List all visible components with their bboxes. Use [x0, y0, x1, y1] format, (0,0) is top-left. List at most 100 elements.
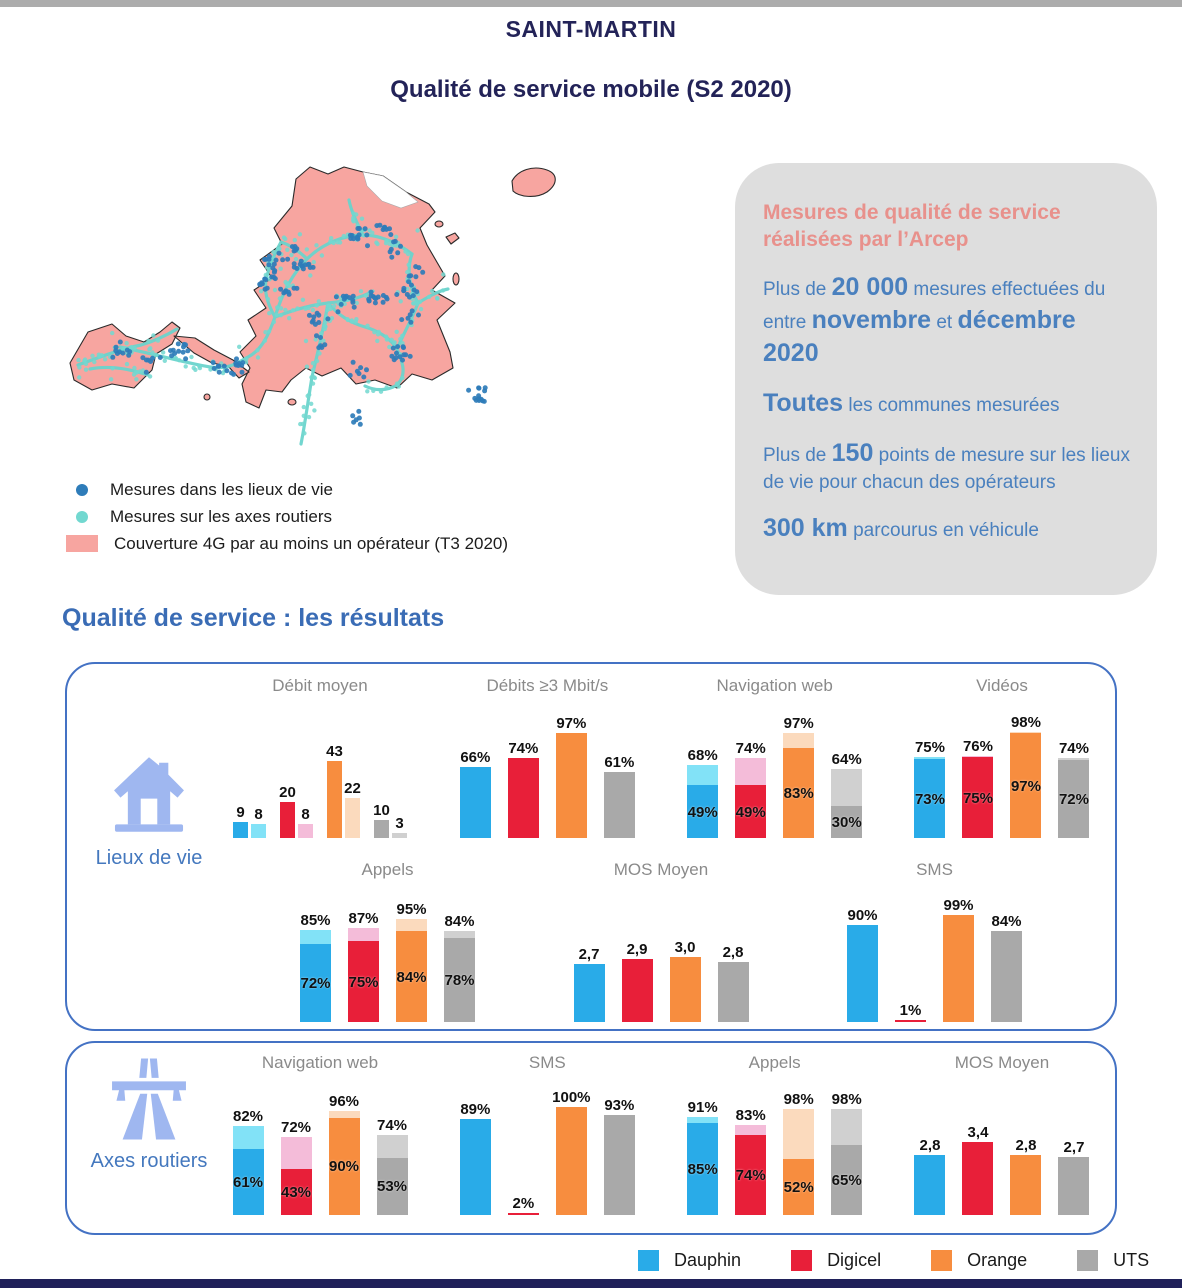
bar-value-label: 76%: [962, 737, 993, 755]
chart-plot: 85% 72% 87% 75% 95% 84% 84% 78%: [285, 882, 491, 1022]
bar-value-label: 3,4: [967, 1123, 989, 1141]
chart-title: SMS: [916, 860, 953, 879]
map-legend-label: Couverture 4G par au moins un opérateur …: [114, 533, 509, 553]
emphasis-text: Toutes: [763, 388, 844, 417]
bar-dauphin: 85% 72%: [300, 912, 331, 1022]
bar-uts: 2,8: [717, 944, 749, 1022]
chart-plot: 9 8 20 8 43 22 10 3: [217, 698, 423, 838]
bar-solid-segment: [396, 931, 427, 1022]
bar-value-label: 20: [279, 784, 296, 801]
bar-solid-segment: [735, 785, 767, 838]
bar-inner-label: 49%: [735, 803, 766, 821]
legend-item-orange: Orange: [931, 1250, 1027, 1271]
bar-dauphin: 2,8: [914, 1137, 946, 1215]
bar-value-label: 74%: [735, 740, 766, 758]
bar-value-label: 84%: [444, 913, 475, 931]
bar-inner-label: 85%: [687, 1161, 718, 1179]
emphasis-text: novembre: [811, 305, 932, 334]
legend-swatch-digicel: [791, 1250, 813, 1271]
lieux-measure-dots: [110, 222, 488, 427]
bar-uts: 74% 53%: [376, 1117, 408, 1215]
bar-value-label: 96%: [328, 1093, 360, 1111]
bar-dauphin-secondary: 8: [251, 806, 266, 838]
bar-solid-segment: [687, 1123, 719, 1215]
chart-title: Débit moyen: [272, 676, 368, 695]
page-title: SAINT-MARTIN: [505, 16, 677, 42]
bar-orange: 98% 52%: [783, 1091, 815, 1215]
plain-text: mesures effectuées du entre: [763, 278, 1106, 333]
chart-title: Navigation web: [261, 1053, 379, 1072]
bar-value-label: 90%: [847, 906, 878, 924]
bar-value-label: 98%: [831, 1091, 862, 1109]
chart-title: SMS: [528, 1053, 566, 1072]
chart-title: Appels: [361, 860, 414, 879]
bar-uts: 61%: [603, 754, 635, 838]
bar-orange: 97%: [555, 715, 587, 838]
bar-orange: 99%: [943, 897, 974, 1022]
bar-value-label: 43: [326, 742, 343, 760]
legend-label-digicel: Digicel: [827, 1250, 882, 1270]
island-strip: [173, 335, 250, 379]
chart-mos-moyen: MOS Moyen 2,8 3,4 2,8 2,7: [899, 1053, 1105, 1215]
bar-value-label: 9: [236, 803, 245, 821]
map-legend: Mesures dans les lieux de vie Mesures sur…: [66, 476, 508, 557]
bar-value-label: 8: [301, 805, 310, 823]
legend-swatch-uts: [1077, 1250, 1099, 1271]
bar-solid-segment: [735, 1135, 767, 1215]
chart-title: Navigation web: [716, 676, 833, 695]
chart-plot: 2,7 2,9 3,0 2,8: [558, 882, 764, 1022]
bar-orange: 3,0: [669, 939, 701, 1022]
operator-legend: Dauphin Digicel Orange UTS: [638, 1250, 1149, 1271]
islet-tintamarre: [511, 167, 556, 197]
bar-dauphin-main: 9: [233, 804, 248, 838]
bar-value-label: 22: [344, 780, 361, 798]
bar-uts: 98% 65%: [831, 1091, 863, 1215]
bar-inner-label: 30%: [831, 813, 862, 831]
bar-inner-label: 65%: [831, 1171, 862, 1189]
bar-inner-label: 72%: [1058, 791, 1089, 809]
bar-inner-label: 49%: [687, 803, 718, 821]
info-paragraph-3: Plus de 150 points de mesure sur les lie…: [763, 437, 1131, 495]
chart-title: Débits ≥3 Mbit/s: [486, 676, 609, 695]
bar-dauphin: 2,7: [573, 946, 605, 1022]
map-legend-label: Mesures sur les axes routiers: [110, 506, 333, 526]
bar-digicel: 2%: [507, 1195, 539, 1215]
info-box: Mesures de qualité de service réalisées …: [735, 163, 1157, 595]
bar-dauphin: 75% 73%: [914, 739, 946, 838]
chart-mos-moyen: MOS Moyen 2,7 2,9 3,0 2,8: [558, 860, 764, 1022]
top-strip: [0, 0, 1182, 7]
bar-uts: 93%: [603, 1097, 635, 1215]
bar-inner-label: 53%: [376, 1178, 408, 1196]
bar-value-label: 82%: [232, 1108, 264, 1126]
chart-appels: Appels 91% 85% 83% 74% 98% 52% 98% 65%: [672, 1053, 878, 1215]
bar-solid-segment: [376, 1157, 408, 1215]
bar-value-label: 3: [395, 814, 404, 832]
bar-digicel: 76% 75%: [962, 738, 994, 838]
chart-plot: 82% 61% 72% 43% 96% 90% 74% 53%: [217, 1075, 423, 1215]
bar-value-label: 100%: [552, 1089, 591, 1106]
bar-value-label: 8: [254, 805, 263, 823]
emphasis-text: décembre 2020: [763, 305, 1076, 367]
bar-value-label: 74%: [1058, 740, 1089, 758]
bar-inner-label: 73%: [914, 790, 945, 808]
bar-value-label: 98%: [783, 1091, 814, 1109]
bar-value-label: 74%: [508, 740, 539, 758]
legend-dot-icon: [76, 483, 88, 496]
bar-solid-segment: [1058, 760, 1090, 838]
bar-value-label: 2,8: [722, 943, 744, 961]
island-main: [239, 166, 456, 409]
bar-value-label: 2,9: [626, 941, 648, 959]
info-box-body: Plus de 20 000 mesures effectuées du ent…: [763, 271, 1131, 545]
panel-icon-block: Lieux de vie: [79, 748, 219, 870]
bar-inner-label: 84%: [396, 968, 427, 986]
bar-group-uts: 10 3: [373, 802, 407, 838]
bar-value-label: 10: [373, 802, 390, 819]
highway-icon: [79, 1055, 219, 1148]
bar-value-label: 91%: [687, 1098, 718, 1116]
bar-digicel: 2,9: [621, 941, 653, 1022]
results-heading: Qualité de service : les résultats: [62, 604, 445, 632]
bar-dauphin: 90%: [847, 907, 878, 1022]
chart-row: Débit moyen 9 8 20 8 43 22 10 3 Débits ≥3 Mbit/s 6…: [215, 676, 1107, 838]
chart-videos: Vidéos 75% 73% 76% 75% 98% 97% 74% 72%: [899, 676, 1105, 838]
chart-plot: 90% 1% 99% 84%: [832, 882, 1038, 1022]
